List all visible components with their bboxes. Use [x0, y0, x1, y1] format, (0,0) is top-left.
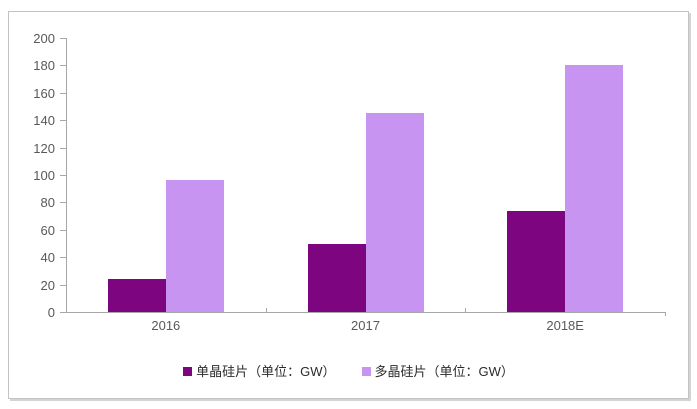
y-axis-tick-label: 80	[40, 195, 55, 211]
y-axis-tick-label: 60	[40, 222, 55, 238]
x-axis-line	[66, 312, 666, 313]
bar	[365, 113, 424, 312]
x-axis-tick-label: 2017	[351, 318, 380, 333]
y-axis-tick	[60, 92, 66, 94]
x-axis-tick	[465, 308, 467, 313]
y-axis-tick-label: 40	[40, 250, 55, 266]
y-axis-tick-label: 180	[33, 58, 55, 74]
y-axis-tick-label: 200	[33, 31, 55, 46]
y-axis-tick	[60, 65, 66, 67]
y-axis-tick	[60, 147, 66, 149]
y-axis-tick	[60, 229, 66, 231]
chart-frame: 0 20 40 60 80 100 120 140 160 180 200 2016 2017 2018E…	[8, 11, 689, 399]
legend-item: 单晶硅片（单位：GW）	[183, 364, 336, 379]
x-axis-tick-label: 2018E	[546, 318, 584, 333]
x-axis-end-tick	[665, 312, 666, 316]
plot-area: 0 20 40 60 80 100 120 140 160 180 200 2016 2017 2018E	[9, 12, 688, 398]
bar	[165, 180, 224, 312]
y-axis-tick	[60, 175, 66, 176]
bar	[107, 279, 166, 312]
x-axis-tick-label: 2016	[151, 318, 181, 333]
y-axis-tick	[60, 284, 66, 286]
y-axis-line	[66, 38, 67, 313]
y-axis-tick-label: 0	[47, 305, 55, 320]
legend-label: 单晶硅片（单位：GW）	[196, 364, 336, 379]
y-axis-tick	[60, 257, 66, 259]
y-axis-tick-label: 140	[33, 113, 55, 129]
y-axis-tick-label: 100	[33, 168, 55, 183]
y-axis-tick	[60, 38, 66, 39]
y-axis-tick-label: 160	[33, 85, 55, 101]
legend-item: 多晶硅片（单位：GW）	[361, 364, 514, 379]
legend-label: 多晶硅片（单位：GW）	[374, 364, 514, 379]
y-axis-tick-label: 20	[40, 277, 55, 293]
y-axis-tick	[60, 312, 66, 313]
bar	[565, 65, 624, 312]
legend-swatch	[183, 367, 193, 376]
y-axis-tick	[60, 120, 66, 122]
bar	[507, 210, 566, 312]
y-axis-tick-label: 120	[33, 140, 55, 156]
x-axis-tick	[265, 308, 267, 313]
y-axis-tick	[60, 202, 66, 204]
legend-swatch	[361, 367, 371, 376]
legend: 单晶硅片（单位：GW） 多晶硅片（单位：GW）	[9, 364, 688, 379]
bar	[307, 243, 366, 312]
